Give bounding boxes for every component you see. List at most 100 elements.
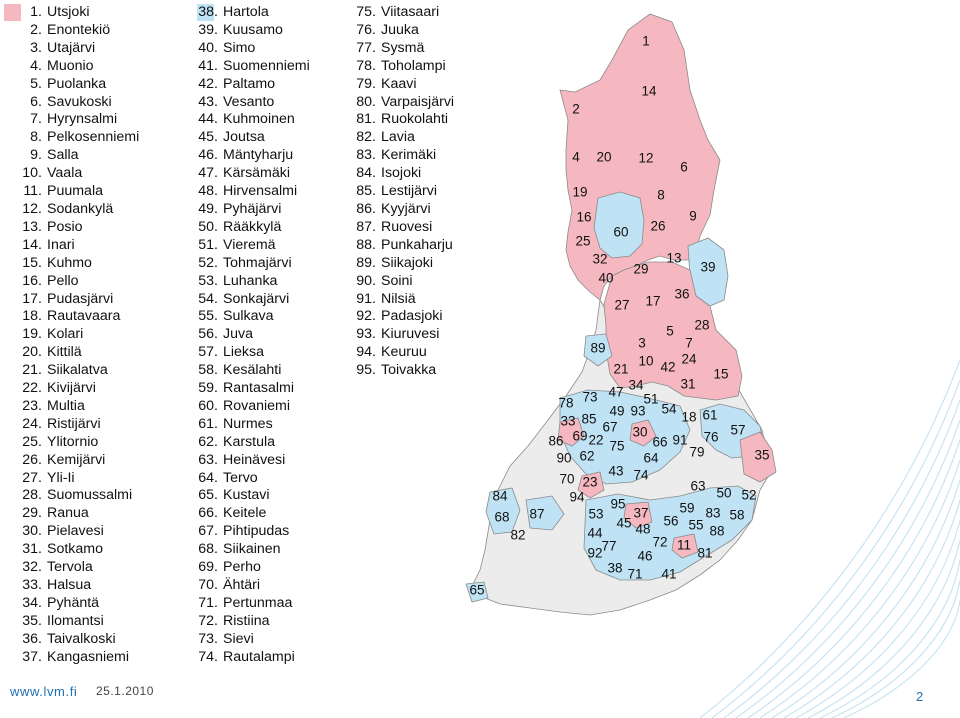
legend-item-name: Hartola bbox=[223, 4, 269, 20]
map-label: 79 bbox=[689, 445, 704, 460]
legend-item-number: 16. bbox=[22, 272, 42, 289]
legend-item-number: 95. bbox=[356, 362, 376, 379]
footer-url[interactable]: www.lvm.fi bbox=[10, 684, 78, 699]
legend-item-number: 44. bbox=[198, 111, 218, 128]
legend-item-number: 69. bbox=[198, 559, 218, 576]
map-label: 64 bbox=[643, 451, 659, 466]
legend-item: 34. Pyhäntä bbox=[12, 595, 139, 613]
legend-item-name: Kemijärvi bbox=[47, 451, 106, 468]
legend-item-name: Ylitornio bbox=[47, 433, 99, 450]
legend-item-number: 13. bbox=[22, 218, 42, 235]
legend-item-number: 45. bbox=[198, 129, 218, 146]
legend-item-name: Enontekiö bbox=[47, 21, 111, 38]
legend-item-name: Kerimäki bbox=[381, 147, 437, 164]
map-label: 75 bbox=[609, 439, 624, 454]
legend-item: 81. Ruokolahti bbox=[346, 111, 454, 129]
legend-item: 59. Rantasalmi bbox=[188, 380, 310, 398]
legend-item: 70. Ähtäri bbox=[188, 577, 310, 595]
map-region-ilomantsi bbox=[739, 431, 777, 483]
legend-item: 88. Punkaharju bbox=[346, 237, 454, 255]
map-label: 3 bbox=[638, 336, 646, 351]
legend-item: 65. Kustavi bbox=[188, 487, 310, 505]
legend-item-name: Taivalkoski bbox=[47, 630, 116, 647]
legend-item-number: 23. bbox=[22, 397, 42, 414]
map-label: 10 bbox=[638, 354, 653, 369]
legend-item: 1. Utsjoki bbox=[12, 4, 139, 22]
map-label: 57 bbox=[730, 423, 745, 438]
legend-item: 16. Pello bbox=[12, 273, 139, 291]
legend-item-number: 20. bbox=[22, 344, 42, 361]
legend-item-number: 28. bbox=[22, 487, 42, 504]
legend-item-name: Sievi bbox=[223, 630, 254, 647]
legend-item-name: Utajärvi bbox=[47, 39, 96, 56]
legend-item: 77. Sysmä bbox=[346, 40, 454, 58]
legend-item-number: 4. bbox=[30, 57, 42, 74]
legend-item-number: 91. bbox=[356, 290, 376, 307]
legend-item: 94. Keuruu bbox=[346, 344, 454, 362]
legend-item: 25. Ylitornio bbox=[12, 434, 139, 452]
page-number: 2 bbox=[916, 689, 924, 704]
legend-item: 79. Kaavi bbox=[346, 76, 454, 94]
map-label: 89 bbox=[590, 341, 605, 356]
legend-item-number: 80. bbox=[356, 93, 376, 110]
legend-item: 30. Pielavesi bbox=[12, 523, 139, 541]
legend-item: 74. Rautalampi bbox=[188, 649, 310, 667]
map-label: 94 bbox=[569, 490, 585, 505]
legend-item-number: 92. bbox=[356, 308, 376, 325]
legend-item: 22. Kivijärvi bbox=[12, 380, 139, 398]
map-label: 38 bbox=[607, 561, 622, 576]
legend-item-name: Perho bbox=[223, 559, 261, 576]
map-label: 33 bbox=[560, 414, 575, 429]
legend-item-name: Padasjoki bbox=[381, 308, 443, 325]
legend-item-number: 37. bbox=[22, 648, 42, 665]
legend-item: 53. Luhanka bbox=[188, 273, 310, 291]
legend-item-name: Posio bbox=[47, 218, 83, 235]
map-label: 5 bbox=[666, 324, 674, 339]
legend-item-number: 65. bbox=[198, 487, 218, 504]
legend-item-number: 72. bbox=[198, 612, 218, 629]
legend-item-number: 29. bbox=[22, 505, 42, 522]
legend-item-name: Savukoski bbox=[47, 93, 112, 110]
legend-item-number: 70. bbox=[198, 577, 218, 593]
legend-item-name: Punkaharju bbox=[381, 236, 453, 253]
legend-item: 62. Karstula bbox=[188, 434, 310, 452]
legend-item-number: 94. bbox=[356, 344, 376, 361]
legend-item-number: 40. bbox=[198, 39, 218, 56]
legend-item-name: Tervo bbox=[223, 469, 258, 486]
map-label: 95 bbox=[610, 497, 625, 512]
map-label: 25 bbox=[575, 234, 590, 249]
legend-item-name: Puolanka bbox=[47, 75, 107, 92]
legend-item: 28. Suomussalmi bbox=[12, 487, 139, 505]
legend-item-name: Siikalatva bbox=[47, 362, 108, 379]
legend-item: 75. Viitasaari bbox=[346, 4, 454, 22]
legend-item-name: Isojoki bbox=[381, 165, 422, 182]
legend-item: 78. Toholampi bbox=[346, 58, 454, 76]
legend-item: 21. Siikalatva bbox=[12, 362, 139, 380]
legend-item-name: Heinävesi bbox=[223, 451, 286, 468]
legend-item-name: Pyhäntä bbox=[47, 594, 100, 611]
map-label: 83 bbox=[705, 506, 720, 521]
legend-item-number: 18. bbox=[22, 308, 42, 325]
map-label: 32 bbox=[592, 252, 607, 267]
legend-item-name: Kustavi bbox=[223, 487, 270, 504]
legend-item: 15. Kuhmo bbox=[12, 255, 139, 273]
legend-item-number: 53. bbox=[198, 272, 218, 289]
legend-item: 10. Vaala bbox=[12, 165, 139, 183]
legend-item: 71. Pertunmaa bbox=[188, 595, 310, 613]
legend-item-name: Varpaisjärvi bbox=[381, 93, 455, 110]
map-label: 41 bbox=[661, 567, 676, 582]
legend-item-name: Multia bbox=[47, 397, 85, 414]
legend-item-number: 81. bbox=[356, 111, 376, 128]
legend-item: 80. Varpaisjärvi bbox=[346, 94, 454, 112]
legend-item: 6. Savukoski bbox=[12, 94, 139, 112]
map-label: 30 bbox=[632, 425, 647, 440]
legend-item-number: 3. bbox=[30, 39, 42, 56]
legend-group-1: 1. Utsjoki 2. Enontekiö 3. Utajärvi 4. Muonio 5.… bbox=[12, 4, 139, 667]
map-label: 44 bbox=[587, 526, 603, 541]
legend-item-name: Inari bbox=[47, 236, 75, 253]
map-label: 68 bbox=[494, 510, 509, 525]
legend-item: 66. Keitele bbox=[188, 505, 310, 523]
legend-item-number: 22. bbox=[22, 380, 42, 397]
legend-item-number: 8. bbox=[30, 129, 42, 146]
legend-item-name: Ristijärvi bbox=[47, 415, 101, 432]
